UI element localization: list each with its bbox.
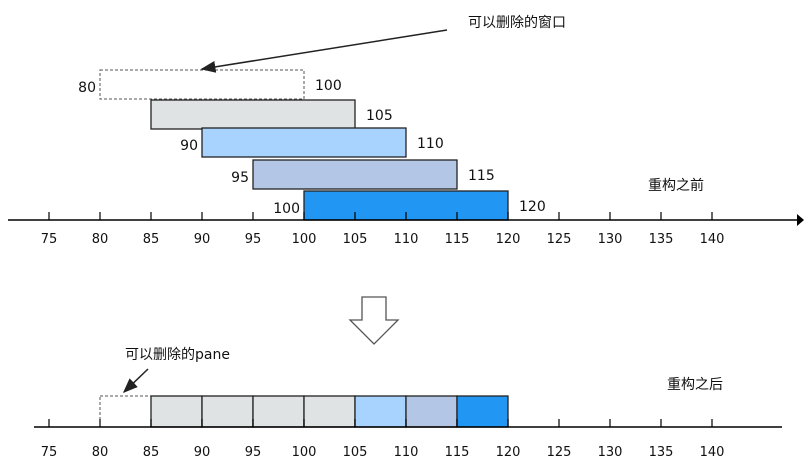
axis-tick-label: 110 xyxy=(394,445,419,460)
window-start-label: 80 xyxy=(78,80,96,96)
axis-tick-label: 90 xyxy=(194,232,211,247)
axis-tick-label: 115 xyxy=(445,445,470,460)
window-100-120: 100 120 xyxy=(273,190,546,221)
pane-annotation-arrow xyxy=(122,368,149,394)
axis-tick-label: 120 xyxy=(496,232,521,247)
window-end-label: 110 xyxy=(417,136,444,152)
top-axis-ticks: 75 80 85 90 95 100 105 110 115 120 125 130 135 140 xyxy=(41,212,725,247)
axis-tick-label: 140 xyxy=(700,232,725,247)
pane-90-95 xyxy=(201,395,254,428)
pane-115-120 xyxy=(456,395,509,428)
pane-110-115 xyxy=(405,395,458,428)
axis-tick-label: 85 xyxy=(143,445,160,460)
axis-tick-label: 130 xyxy=(598,445,623,460)
axis-tick-label: 140 xyxy=(700,445,725,460)
axis-tick-label: 75 xyxy=(41,445,58,460)
down-outline-arrow-icon xyxy=(348,296,400,345)
deletable-pane-annotation: 可以删除的pane xyxy=(125,347,230,363)
pane-85-90 xyxy=(150,395,203,428)
pane-list xyxy=(99,395,509,428)
window-start-label: 100 xyxy=(273,201,300,217)
top-caption: 重构之前 xyxy=(648,177,704,194)
window-80-100: 80 100 xyxy=(78,69,342,100)
window-90-110: 90 110 xyxy=(180,127,444,158)
pane-95-100 xyxy=(252,395,305,428)
annotation-arrow xyxy=(200,29,448,73)
pane-105-110 xyxy=(354,395,407,428)
axis-arrowhead-icon xyxy=(797,214,804,226)
window-start-label: 95 xyxy=(231,170,249,186)
window-end-label: 115 xyxy=(468,168,495,184)
axis-tick-label: 125 xyxy=(547,232,572,247)
window-rect xyxy=(201,127,407,158)
axis-tick-label: 85 xyxy=(143,232,160,247)
axis-tick-label: 100 xyxy=(292,445,317,460)
axis-tick-label: 105 xyxy=(343,445,368,460)
window-end-label: 120 xyxy=(519,199,546,215)
axis-tick-label: 105 xyxy=(343,232,368,247)
window-rect xyxy=(150,99,356,130)
axis-tick-label: 115 xyxy=(445,232,470,247)
axis-tick-label: 110 xyxy=(394,232,419,247)
bottom-section: 可以删除的pane 重构之后 75 80 85 90 95 100 105 110 115 120… xyxy=(34,347,782,460)
window-rect xyxy=(99,69,305,100)
axis-tick-label: 125 xyxy=(547,445,572,460)
axis-tick-label: 135 xyxy=(649,445,674,460)
axis-tick-label: 120 xyxy=(496,445,521,460)
pane-80-85 xyxy=(99,395,152,428)
axis-tick-label: 80 xyxy=(92,232,109,247)
axis-tick-label: 130 xyxy=(598,232,623,247)
window-start-label: 90 xyxy=(180,138,198,154)
bottom-axis-ticks: 75 80 85 90 95 100 105 110 115 120 125 130 135 140 xyxy=(41,419,725,460)
deletable-window-annotation: 可以删除的窗口 xyxy=(468,14,566,31)
window-end-label: 105 xyxy=(366,108,393,124)
window-end-label: 100 xyxy=(315,78,342,94)
axis-tick-label: 95 xyxy=(245,445,262,460)
axis-tick-label: 80 xyxy=(92,445,109,460)
bottom-caption: 重构之后 xyxy=(667,377,723,393)
axis-tick-label: 100 xyxy=(292,232,317,247)
window-95-115: 95 115 xyxy=(231,159,495,190)
axis-tick-label: 95 xyxy=(245,232,262,247)
window-85-105: 105 xyxy=(150,99,393,130)
pane-100-105 xyxy=(303,395,356,428)
axis-tick-label: 135 xyxy=(649,232,674,247)
window-rect xyxy=(252,159,458,190)
axis-tick-label: 90 xyxy=(194,445,211,460)
window-list: 80 100 105 90 110 95 115 100 120 xyxy=(78,69,546,221)
axis-tick-label: 75 xyxy=(41,232,58,247)
